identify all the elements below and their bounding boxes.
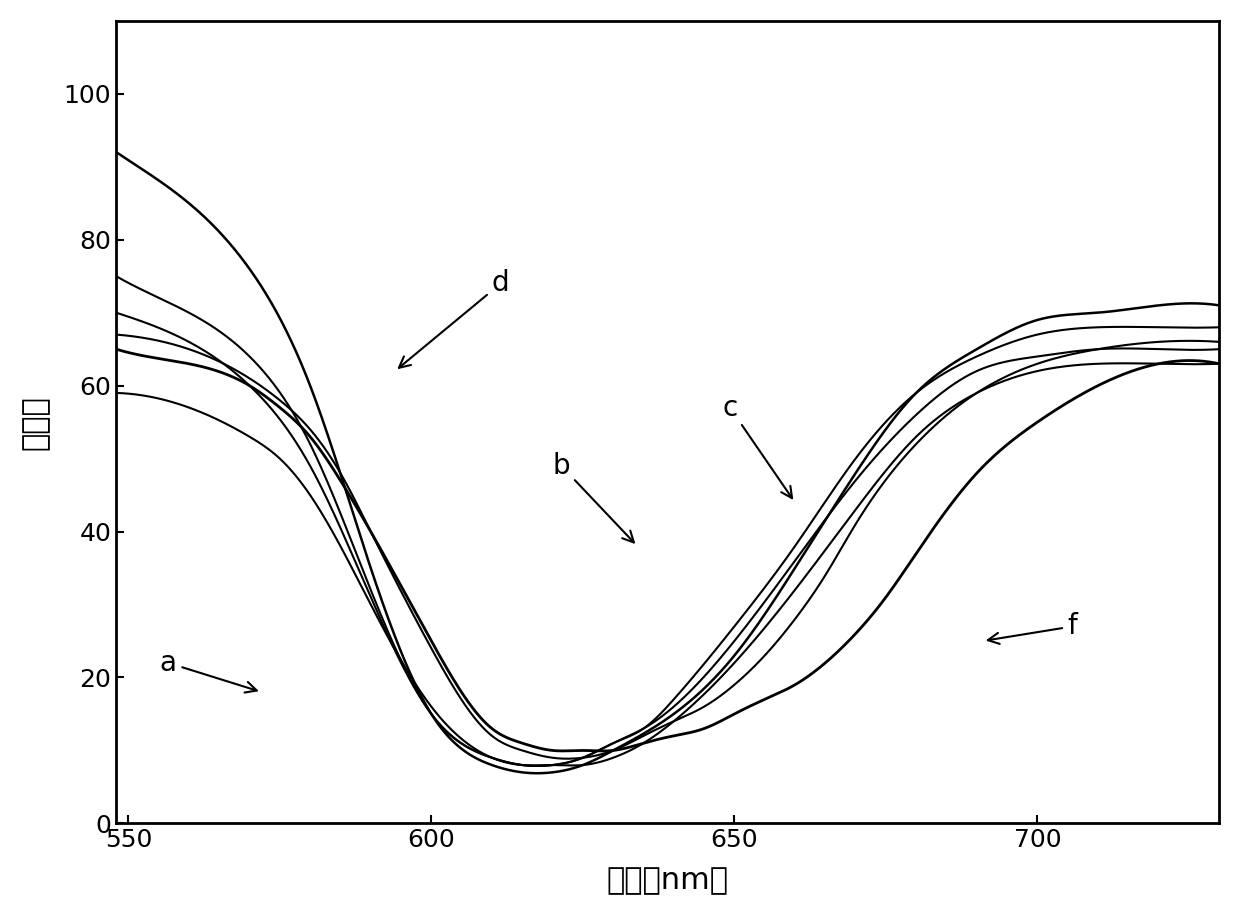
Text: c: c <box>722 394 792 498</box>
Text: f: f <box>988 613 1078 644</box>
Text: d: d <box>399 269 510 368</box>
Text: b: b <box>553 452 634 542</box>
Y-axis label: 透过率: 透过率 <box>21 395 50 450</box>
Text: a: a <box>160 649 257 692</box>
X-axis label: 波长（nm）: 波长（nm） <box>606 867 729 895</box>
